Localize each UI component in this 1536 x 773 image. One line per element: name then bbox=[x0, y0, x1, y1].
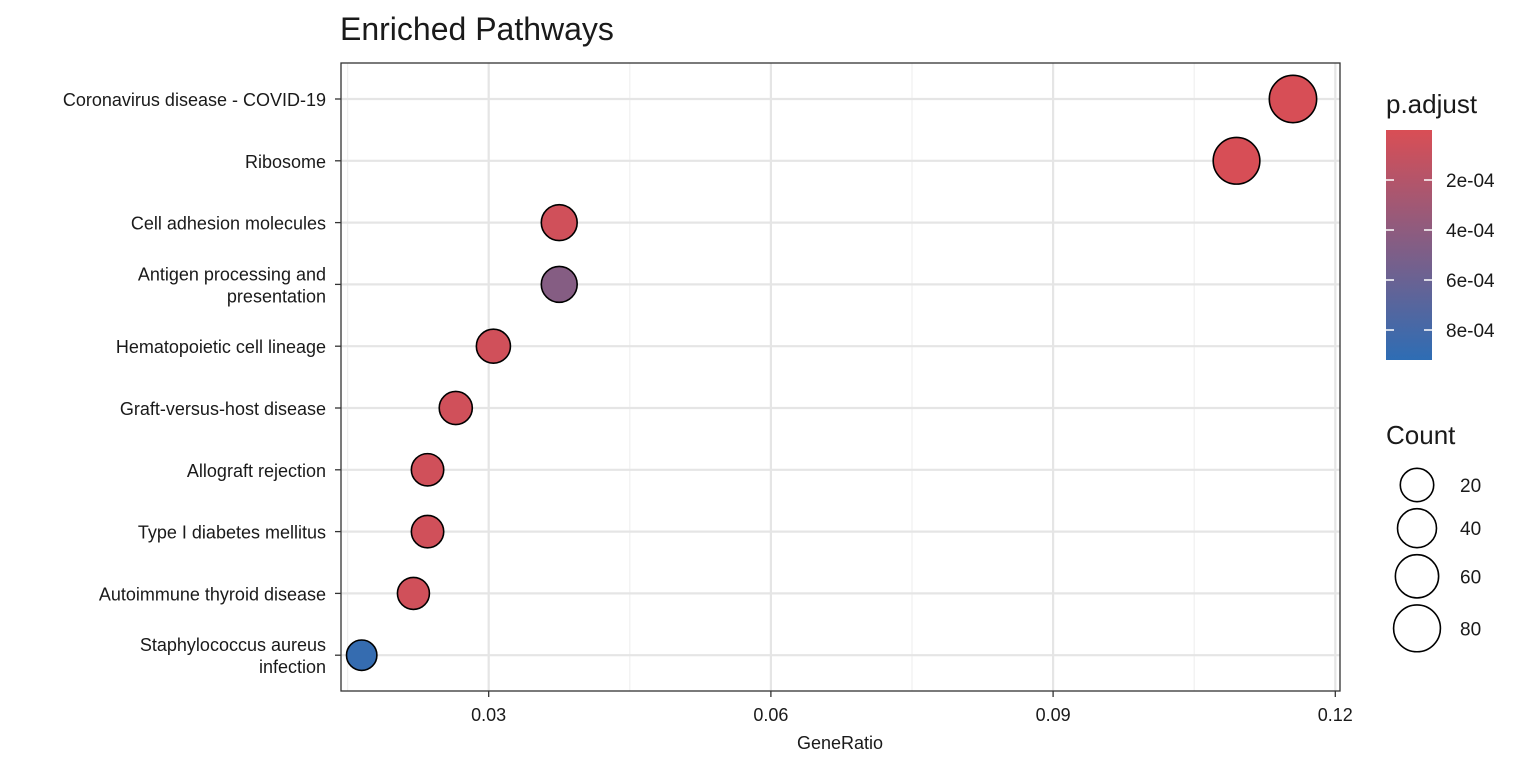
data-point bbox=[345, 639, 378, 672]
y-category-label: Antigen processing and bbox=[138, 264, 326, 284]
color-bar-label: 8e-04 bbox=[1446, 321, 1495, 342]
color-legend-title: p.adjust bbox=[1386, 89, 1478, 119]
data-point bbox=[410, 514, 445, 549]
data-point bbox=[396, 576, 431, 611]
size-legend-title: Count bbox=[1386, 420, 1456, 450]
y-category-label: presentation bbox=[227, 286, 326, 306]
data-point bbox=[410, 452, 445, 487]
x-tick-label: 0.06 bbox=[753, 705, 788, 725]
chart-title: Enriched Pathways bbox=[340, 11, 614, 47]
y-category-label: Staphylococcus aureus bbox=[140, 635, 326, 655]
size-legend-label: 40 bbox=[1460, 519, 1481, 540]
y-category-label: Ribosome bbox=[245, 152, 326, 172]
y-category-label: Coronavirus disease - COVID-19 bbox=[63, 90, 326, 110]
y-category-label: Cell adhesion molecules bbox=[131, 214, 326, 234]
axes: 0.03 0.06 0.09 0.12 Coronavirus disease - CO… bbox=[63, 62, 1353, 725]
y-category-label: Autoimmune thyroid disease bbox=[99, 584, 326, 604]
size-legend-circle bbox=[1394, 553, 1440, 599]
data-point bbox=[1268, 74, 1318, 124]
size-legend-circle bbox=[1392, 604, 1442, 653]
panel-border bbox=[340, 62, 1341, 692]
y-category-label: infection bbox=[259, 657, 326, 677]
size-legend-label: 80 bbox=[1460, 619, 1481, 640]
x-tick-label: 0.03 bbox=[471, 705, 506, 725]
x-axis-label: GeneRatio bbox=[797, 733, 883, 753]
x-tick-label: 0.09 bbox=[1036, 705, 1071, 725]
color-bar bbox=[1386, 130, 1432, 360]
data-points bbox=[345, 74, 1318, 672]
y-category-label: Graft-versus-host disease bbox=[120, 399, 326, 419]
data-point bbox=[438, 390, 474, 426]
data-point bbox=[1212, 136, 1261, 185]
y-category-label: Allograft rejection bbox=[187, 461, 326, 481]
size-legend-circle bbox=[1399, 467, 1435, 503]
size-legend-label: 60 bbox=[1460, 567, 1481, 588]
color-bar-label: 4e-04 bbox=[1446, 221, 1495, 242]
data-point bbox=[540, 203, 578, 242]
color-bar-label: 6e-04 bbox=[1446, 271, 1495, 292]
size-legend-label: 20 bbox=[1460, 476, 1481, 497]
data-point bbox=[475, 328, 512, 365]
size-legend-circle bbox=[1396, 507, 1438, 549]
grid-lines bbox=[341, 63, 1340, 691]
x-tick-label: 0.12 bbox=[1318, 705, 1353, 725]
y-category-label: Hematopoietic cell lineage bbox=[116, 337, 326, 357]
data-point bbox=[540, 265, 578, 304]
y-category-label: Type I diabetes mellitus bbox=[138, 523, 326, 543]
color-bar-label: 2e-04 bbox=[1446, 171, 1495, 192]
legends: 2e-04 4e-04 6e-04 8e-04 20 40 60 80 bbox=[1386, 130, 1495, 653]
